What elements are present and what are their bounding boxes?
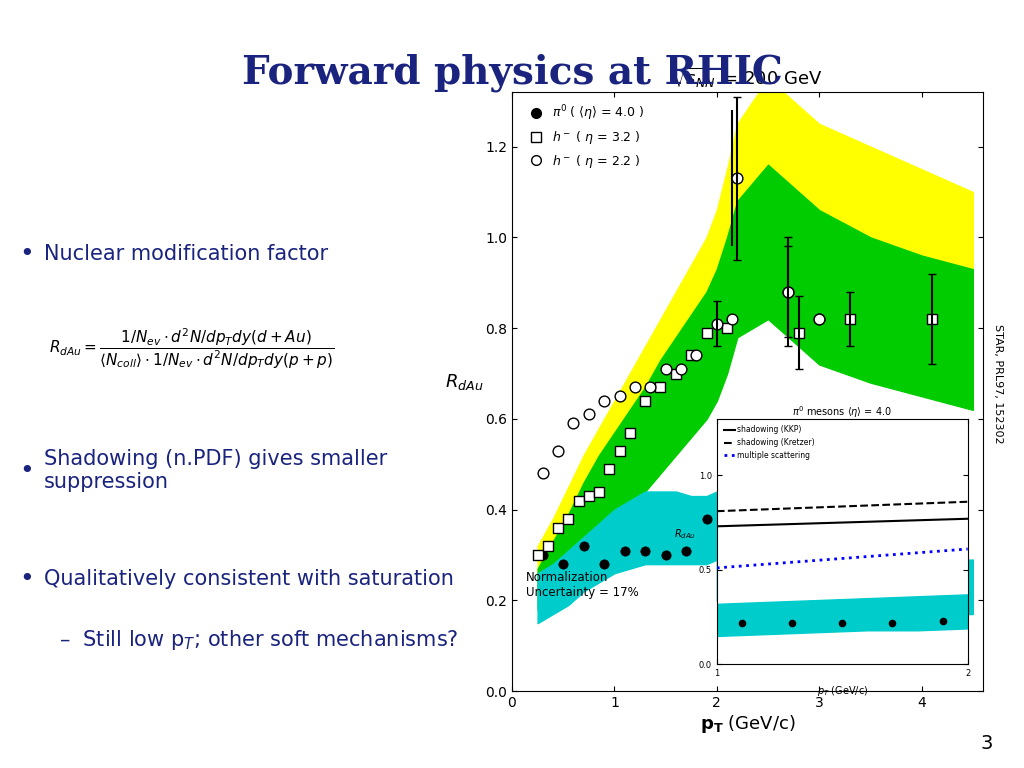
- Point: [540, 540, 556, 552]
- Point: [581, 490, 597, 502]
- Title: $\sqrt{s_{NN}}$ = 200 GeV: $\sqrt{s_{NN}}$ = 200 GeV: [673, 66, 822, 91]
- Point: [698, 326, 715, 339]
- Point: [709, 317, 725, 329]
- Point: [657, 362, 674, 375]
- Point: [550, 445, 566, 457]
- Point: [652, 381, 669, 393]
- Point: [611, 445, 628, 457]
- Point: [535, 549, 551, 561]
- Point: [913, 576, 930, 588]
- Point: [616, 545, 633, 557]
- Point: [724, 313, 740, 325]
- Y-axis label: $R_{dAu}$: $R_{dAu}$: [445, 372, 483, 392]
- Text: Qualitatively consistent with saturation: Qualitatively consistent with saturation: [44, 569, 454, 589]
- Point: [719, 512, 735, 525]
- Point: [944, 562, 961, 574]
- Point: [698, 512, 715, 525]
- Point: [678, 545, 694, 557]
- Point: [834, 617, 850, 629]
- Title: $\pi^0$ mesons $\langle\eta\rangle$ = 4.0: $\pi^0$ mesons $\langle\eta\rangle$ = 4.…: [793, 404, 892, 420]
- Legend: $\pi^0$ ( $\langle\eta\rangle$ = 4.0 ), $h^-$ ( $\eta$ = 3.2 ), $h^-$ ( $\eta$ =: $\pi^0$ ( $\langle\eta\rangle$ = 4.0 ), …: [518, 98, 649, 174]
- Point: [596, 558, 612, 571]
- Point: [529, 549, 546, 561]
- Point: [683, 349, 699, 362]
- Point: [729, 172, 745, 184]
- Point: [596, 395, 612, 407]
- Point: [591, 485, 607, 498]
- Point: [601, 462, 617, 475]
- Point: [934, 614, 950, 627]
- Point: [791, 326, 807, 339]
- Point: [611, 390, 628, 402]
- Point: [780, 286, 797, 298]
- Text: •: •: [19, 458, 35, 482]
- Point: [733, 617, 750, 629]
- Point: [780, 286, 797, 298]
- Legend: shadowing (KKP), shadowing (Kretzer), multiple scattering: shadowing (KKP), shadowing (Kretzer), mu…: [721, 422, 818, 463]
- Point: [570, 495, 587, 507]
- Point: [637, 395, 653, 407]
- X-axis label: $p_T$ (GeV/c): $p_T$ (GeV/c): [816, 684, 868, 698]
- Point: [550, 521, 566, 534]
- Point: [622, 426, 638, 439]
- Text: Nuclear modification factor: Nuclear modification factor: [44, 244, 329, 264]
- Point: [581, 409, 597, 421]
- Text: $R_{dAu} = \dfrac{1/N_{ev} \cdot d^2N/dp_Tdy(d+Au)}{\langle N_{coll}\rangle \cdo: $R_{dAu} = \dfrac{1/N_{ev} \cdot d^2N/dp…: [49, 327, 335, 371]
- Point: [842, 313, 858, 325]
- Point: [719, 322, 735, 334]
- Point: [688, 349, 705, 362]
- Point: [842, 585, 858, 598]
- Text: Shadowing (n.PDF) gives smaller
suppression: Shadowing (n.PDF) gives smaller suppress…: [44, 449, 387, 492]
- Text: •: •: [19, 243, 35, 266]
- Text: •: •: [19, 567, 35, 591]
- Point: [924, 313, 940, 325]
- Point: [811, 313, 827, 325]
- Point: [555, 558, 571, 571]
- Y-axis label: $R_{dAu}$: $R_{dAu}$: [674, 528, 695, 541]
- Point: [575, 540, 592, 552]
- Point: [560, 512, 577, 525]
- Point: [673, 362, 689, 375]
- Point: [642, 381, 658, 393]
- Point: [791, 571, 807, 584]
- Text: Forward physics at RHIC: Forward physics at RHIC: [242, 54, 782, 92]
- Point: [668, 367, 684, 379]
- Point: [627, 381, 643, 393]
- Point: [535, 467, 551, 479]
- Point: [565, 417, 582, 429]
- Text: 3: 3: [981, 733, 993, 753]
- Point: [884, 617, 901, 629]
- Text: Normalization
Uncertainty = 17%: Normalization Uncertainty = 17%: [526, 571, 639, 599]
- Point: [657, 549, 674, 561]
- Point: [637, 545, 653, 557]
- Text: –  Still low p$_T$; other soft mechanisms?: – Still low p$_T$; other soft mechanisms…: [59, 627, 459, 651]
- Point: [811, 313, 827, 325]
- Text: STAR, PRL97, 152302: STAR, PRL97, 152302: [993, 324, 1004, 444]
- Point: [784, 617, 801, 629]
- X-axis label: $\mathbf{p_T}$ (GeV/c): $\mathbf{p_T}$ (GeV/c): [699, 713, 796, 735]
